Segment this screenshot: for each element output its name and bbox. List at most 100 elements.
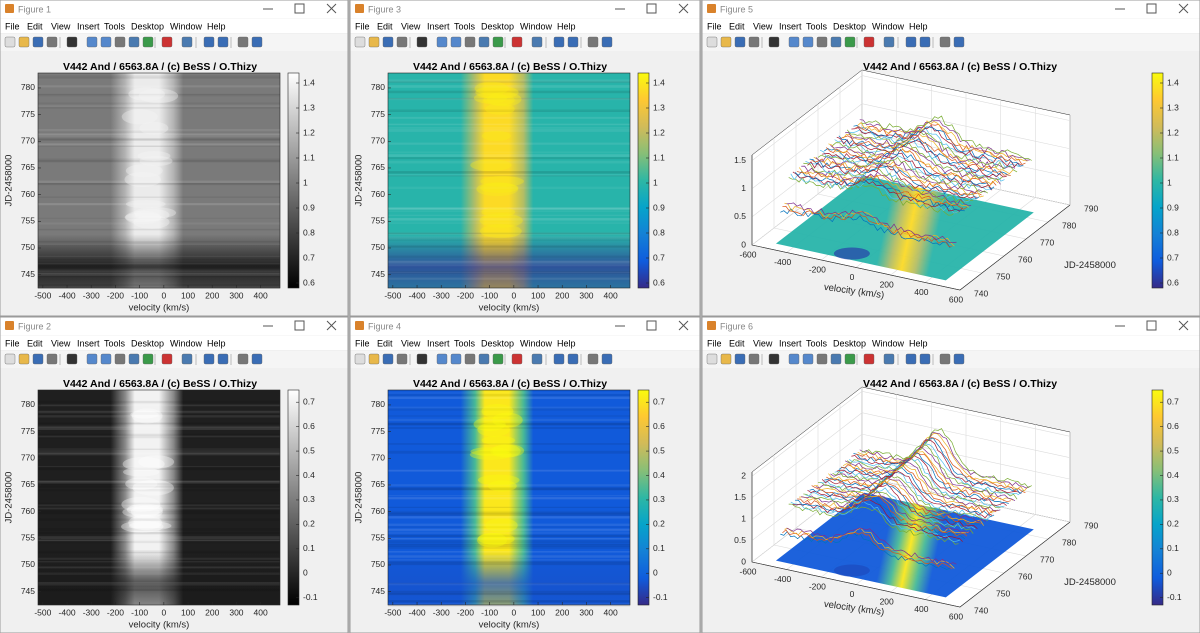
menu-item[interactable]: Tools xyxy=(104,338,126,348)
toolbar-button[interactable] xyxy=(816,353,828,365)
toolbar-button[interactable] xyxy=(66,36,78,48)
toolbar-button[interactable] xyxy=(802,353,814,365)
toolbar-button[interactable] xyxy=(844,353,856,365)
toolbar-button[interactable] xyxy=(883,36,895,48)
toolbar-button[interactable] xyxy=(511,36,523,48)
toolbar-button[interactable] xyxy=(492,353,504,365)
toolbar-button[interactable] xyxy=(251,353,263,365)
menu-item[interactable]: Insert xyxy=(779,338,802,348)
toolbar-button[interactable] xyxy=(128,353,140,365)
toolbar-button[interactable] xyxy=(567,36,579,48)
menu-item[interactable]: View xyxy=(753,338,773,348)
toolbar-button[interactable] xyxy=(953,353,965,365)
menu-item[interactable]: Tools xyxy=(806,21,828,31)
toolbar-button[interactable] xyxy=(939,353,951,365)
menu-item[interactable]: Edit xyxy=(377,338,393,348)
menu-item[interactable]: Help xyxy=(557,338,576,348)
toolbar-button[interactable] xyxy=(66,353,78,365)
toolbar-button[interactable] xyxy=(114,36,126,48)
toolbar-button[interactable] xyxy=(416,353,428,365)
menu-item[interactable]: Window xyxy=(872,338,905,348)
close-button[interactable] xyxy=(326,3,337,14)
toolbar-button[interactable] xyxy=(382,36,394,48)
menu-item[interactable]: Tools xyxy=(454,21,476,31)
toolbar-button[interactable] xyxy=(720,36,732,48)
menu-item[interactable]: Insert xyxy=(427,338,450,348)
toolbar-button[interactable] xyxy=(883,353,895,365)
toolbar-button[interactable] xyxy=(830,353,842,365)
menu-item[interactable]: Desktop xyxy=(833,21,866,31)
toolbar-button[interactable] xyxy=(436,353,448,365)
menu-item[interactable]: File xyxy=(355,21,370,31)
toolbar-button[interactable] xyxy=(416,36,428,48)
toolbar-button[interactable] xyxy=(4,353,16,365)
toolbar-button[interactable] xyxy=(161,36,173,48)
toolbar-button[interactable] xyxy=(46,36,58,48)
close-button[interactable] xyxy=(678,3,689,14)
menu-item[interactable]: Edit xyxy=(377,21,393,31)
toolbar-button[interactable] xyxy=(553,36,565,48)
menu-item[interactable]: Insert xyxy=(427,21,450,31)
toolbar-button[interactable] xyxy=(478,36,490,48)
maximize-button[interactable] xyxy=(294,320,305,331)
toolbar-button[interactable] xyxy=(863,353,875,365)
toolbar-button[interactable] xyxy=(788,353,800,365)
toolbar-button[interactable] xyxy=(142,36,154,48)
toolbar-button[interactable] xyxy=(32,353,44,365)
toolbar-button[interactable] xyxy=(844,36,856,48)
toolbar-button[interactable] xyxy=(816,36,828,48)
toolbar-button[interactable] xyxy=(511,353,523,365)
toolbar-button[interactable] xyxy=(706,36,718,48)
toolbar-button[interactable] xyxy=(919,36,931,48)
toolbar-button[interactable] xyxy=(237,36,249,48)
maximize-button[interactable] xyxy=(646,320,657,331)
toolbar-button[interactable] xyxy=(396,353,408,365)
toolbar-button[interactable] xyxy=(768,353,780,365)
toolbar-button[interactable] xyxy=(734,36,746,48)
toolbar-button[interactable] xyxy=(720,353,732,365)
toolbar-button[interactable] xyxy=(86,36,98,48)
menu-item[interactable]: Window xyxy=(170,21,203,31)
toolbar-button[interactable] xyxy=(142,353,154,365)
toolbar-button[interactable] xyxy=(587,36,599,48)
menu-item[interactable]: Help xyxy=(909,21,928,31)
menu-item[interactable]: Insert xyxy=(77,21,100,31)
toolbar-button[interactable] xyxy=(100,36,112,48)
toolbar-button[interactable] xyxy=(531,36,543,48)
menu-item[interactable]: View xyxy=(401,338,421,348)
menu-item[interactable]: Desktop xyxy=(481,21,514,31)
maximize-button[interactable] xyxy=(1146,3,1157,14)
menu-item[interactable]: Edit xyxy=(27,338,43,348)
toolbar-button[interactable] xyxy=(18,36,30,48)
toolbar-button[interactable] xyxy=(953,36,965,48)
toolbar-button[interactable] xyxy=(553,353,565,365)
menu-item[interactable]: File xyxy=(707,338,722,348)
toolbar-button[interactable] xyxy=(450,353,462,365)
menu-item[interactable]: Tools xyxy=(806,338,828,348)
menu-item[interactable]: Tools xyxy=(104,21,126,31)
maximize-button[interactable] xyxy=(294,3,305,14)
menu-item[interactable]: Window xyxy=(520,21,553,31)
menu-item[interactable]: Window xyxy=(872,21,905,31)
toolbar-button[interactable] xyxy=(919,353,931,365)
toolbar-button[interactable] xyxy=(748,36,760,48)
menu-item[interactable]: Tools xyxy=(454,338,476,348)
toolbar-button[interactable] xyxy=(830,36,842,48)
menu-item[interactable]: Desktop xyxy=(481,338,514,348)
menu-item[interactable]: Desktop xyxy=(131,21,164,31)
toolbar-button[interactable] xyxy=(128,36,140,48)
menu-item[interactable]: Desktop xyxy=(833,338,866,348)
toolbar-button[interactable] xyxy=(217,353,229,365)
menu-item[interactable]: View xyxy=(51,21,71,31)
toolbar-button[interactable] xyxy=(905,353,917,365)
toolbar-button[interactable] xyxy=(354,353,366,365)
menu-item[interactable]: File xyxy=(5,21,20,31)
toolbar-button[interactable] xyxy=(706,353,718,365)
menu-item[interactable]: Edit xyxy=(729,338,745,348)
menu-item[interactable]: Help xyxy=(207,338,226,348)
toolbar-button[interactable] xyxy=(382,353,394,365)
menu-item[interactable]: View xyxy=(401,21,421,31)
menu-item[interactable]: Insert xyxy=(77,338,100,348)
toolbar-button[interactable] xyxy=(905,36,917,48)
toolbar-button[interactable] xyxy=(601,353,613,365)
